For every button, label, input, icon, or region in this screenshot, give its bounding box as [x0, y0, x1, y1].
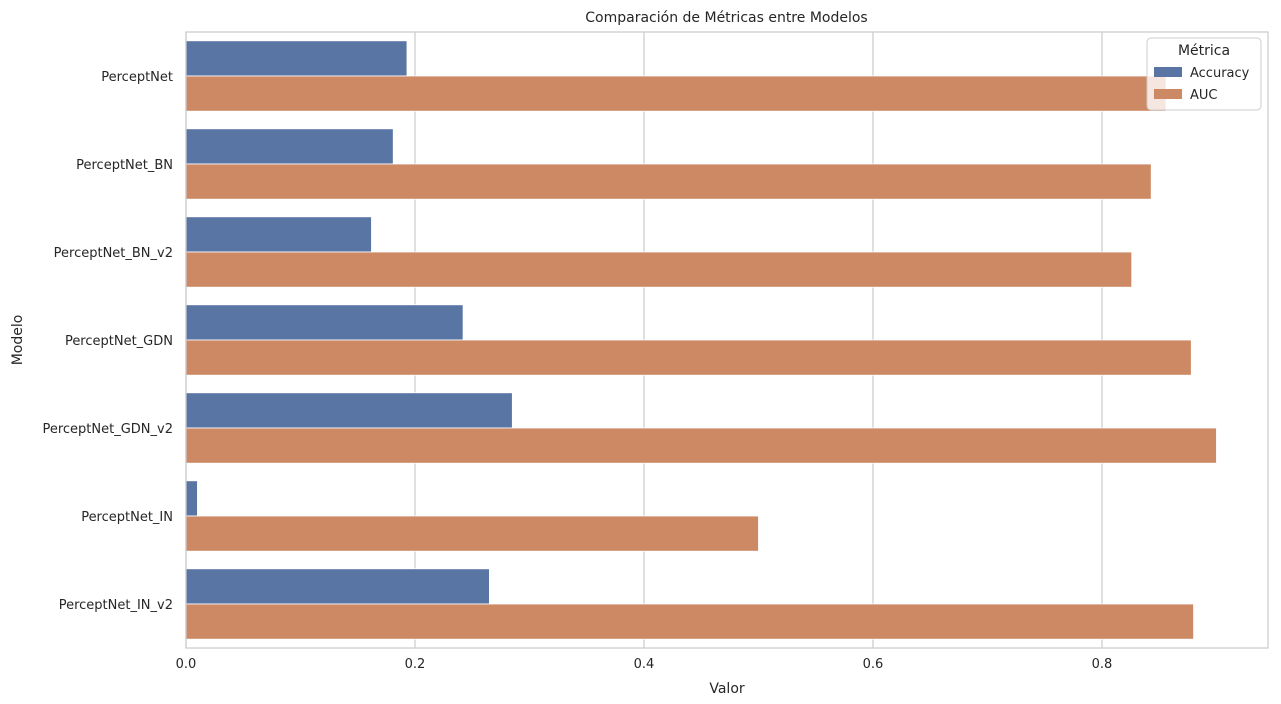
bar-accuracy — [185, 480, 198, 517]
bars — [185, 40, 1217, 640]
y-tick-label: PerceptNet — [101, 70, 173, 85]
y-tick-label: PerceptNet_BN — [76, 158, 173, 173]
chart-title: Comparación de Métricas entre Modelos — [585, 10, 867, 26]
y-tick-labels: PerceptNet PerceptNet_BN PerceptNet_BN_v2 P… — [42, 70, 173, 613]
plot-frame — [185, 31, 1269, 649]
x-tick-labels: 0.0 0.2 0.4 0.6 0.8 — [176, 657, 1113, 672]
bar-accuracy — [185, 304, 464, 341]
x-tick-label: 0.4 — [634, 657, 655, 672]
bar-accuracy — [185, 392, 513, 429]
bar-accuracy — [185, 128, 394, 165]
y-tick-label: PerceptNet_GDN — [65, 334, 173, 349]
legend-title: Métrica — [1178, 43, 1230, 59]
bar-auc — [185, 163, 1152, 200]
bar-auc — [185, 515, 759, 552]
y-tick-label: PerceptNet_GDN_v2 — [42, 422, 173, 437]
y-tick-label: PerceptNet_BN_v2 — [54, 246, 173, 261]
y-tick-label: PerceptNet_IN_v2 — [59, 598, 173, 613]
y-tick-label: PerceptNet_IN — [81, 510, 173, 525]
legend: Métrica Accuracy AUC — [1146, 37, 1262, 111]
bar-accuracy — [185, 216, 372, 253]
x-tick-label: 0.8 — [1092, 657, 1113, 672]
bar-accuracy — [185, 40, 408, 77]
legend-label-auc: AUC — [1190, 88, 1218, 103]
legend-swatch-auc — [1154, 89, 1182, 99]
x-tick-label: 0.6 — [863, 657, 884, 672]
x-tick-label: 0.0 — [176, 657, 197, 672]
bar-auc — [185, 427, 1217, 464]
bar-auc — [185, 75, 1167, 112]
bar-auc — [185, 339, 1192, 376]
y-axis-label: Modelo — [10, 315, 26, 366]
legend-label-accuracy: Accuracy — [1190, 66, 1250, 81]
x-tick-label: 0.2 — [405, 657, 426, 672]
legend-swatch-accuracy — [1154, 67, 1182, 77]
bar-auc — [185, 251, 1133, 288]
x-axis-label: Valor — [709, 681, 745, 697]
bar-accuracy — [185, 568, 490, 605]
bar-auc — [185, 603, 1194, 640]
